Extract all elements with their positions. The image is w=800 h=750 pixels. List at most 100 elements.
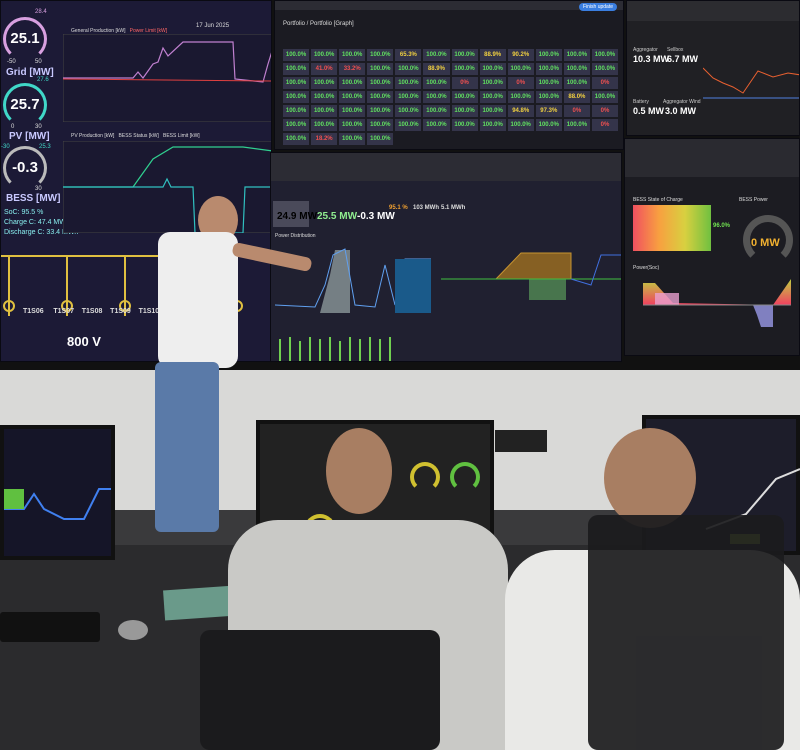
availability-cell[interactable]: 100.0% — [339, 133, 366, 145]
availability-cell[interactable]: 100.0% — [395, 63, 422, 75]
availability-cell[interactable]: 100.0% — [283, 133, 310, 145]
aggregate-label: Aggregator Wind — [663, 99, 701, 105]
availability-cell[interactable]: 100.0% — [479, 91, 506, 103]
availability-cell[interactable]: 100.0% — [563, 119, 590, 131]
mouse[interactable] — [118, 620, 148, 640]
availability-cell[interactable]: 100.0% — [339, 119, 366, 131]
availability-cell[interactable]: 100.0% — [311, 105, 338, 117]
legend-item: PV Production [kW] — [71, 133, 115, 139]
availability-cell[interactable]: 100.0% — [311, 77, 338, 89]
availability-cell[interactable]: 100.0% — [339, 77, 366, 89]
availability-cell[interactable]: 0% — [591, 77, 618, 89]
availability-cell[interactable]: 0% — [591, 105, 618, 117]
availability-cell[interactable]: 100.0% — [339, 105, 366, 117]
availability-cell[interactable]: 100.0% — [395, 119, 422, 131]
gauge-max: 30 — [35, 124, 42, 130]
availability-cell[interactable]: 100.0% — [479, 119, 506, 131]
availability-cell[interactable]: 100.0% — [591, 49, 618, 61]
availability-cell[interactable]: 100.0% — [451, 49, 478, 61]
gauge-peak: 28.4 — [35, 9, 47, 15]
availability-cell[interactable]: 100.0% — [535, 63, 562, 75]
legend-item: General Production [kW] — [71, 28, 126, 34]
availability-cell[interactable]: 0% — [591, 119, 618, 131]
transformer-label: T1S08 — [81, 308, 103, 315]
availability-cell[interactable]: 100.0% — [451, 63, 478, 75]
gauge-min-top: -30 — [1, 144, 10, 150]
chart2-legend: PV Production [kW] BESS Status [kW] BESS… — [71, 133, 200, 139]
availability-cell[interactable]: 100.0% — [367, 77, 394, 89]
grid-gauge: 25.1 — [3, 17, 47, 61]
availability-cell[interactable]: 100.0% — [311, 49, 338, 61]
availability-cell[interactable]: 100.0% — [283, 77, 310, 89]
availability-cell[interactable]: 100.0% — [283, 105, 310, 117]
availability-cell[interactable]: 100.0% — [535, 77, 562, 89]
kpi-capacity: 103 MWh — [413, 205, 440, 211]
availability-cell[interactable]: 100.0% — [311, 119, 338, 131]
availability-cell[interactable]: 100.0% — [423, 77, 450, 89]
availability-cell[interactable]: 100.0% — [339, 49, 366, 61]
availability-cell[interactable]: 100.0% — [311, 91, 338, 103]
availability-cell[interactable]: 88.9% — [479, 49, 506, 61]
availability-cell[interactable]: 100.0% — [451, 91, 478, 103]
availability-cell[interactable]: 33.2% — [339, 63, 366, 75]
availability-cell[interactable]: 94.8% — [507, 105, 534, 117]
voltage-label: 800 V — [67, 334, 101, 349]
availability-cell[interactable]: 100.0% — [283, 119, 310, 131]
availability-cell[interactable]: 97.3% — [535, 105, 562, 117]
availability-cell[interactable]: 100.0% — [451, 105, 478, 117]
gauge-value: 25.7 — [10, 96, 40, 113]
kpi-pv-power: 25.5 MW — [317, 211, 358, 222]
availability-cell[interactable]: 100.0% — [423, 119, 450, 131]
availability-cell[interactable]: 100.0% — [283, 49, 310, 61]
availability-cell[interactable]: 100.0% — [507, 119, 534, 131]
availability-cell[interactable]: 100.0% — [591, 63, 618, 75]
availability-cell[interactable]: 100.0% — [563, 77, 590, 89]
availability-cell[interactable]: 100.0% — [395, 105, 422, 117]
bar-chart — [279, 337, 391, 361]
soc-bar — [633, 205, 711, 251]
soc-value: 96.0% — [713, 223, 731, 229]
update-button[interactable]: Finish update — [578, 3, 617, 11]
power-title: BESS Power — [739, 197, 768, 203]
availability-cell[interactable]: 41.0% — [311, 63, 338, 75]
availability-cell[interactable]: 0% — [563, 105, 590, 117]
availability-cell[interactable]: 100.0% — [507, 91, 534, 103]
availability-cell[interactable]: 0% — [507, 77, 534, 89]
availability-cell[interactable]: 100.0% — [535, 91, 562, 103]
wall-vent — [495, 430, 547, 452]
availability-cell[interactable]: 100.0% — [367, 63, 394, 75]
availability-cell[interactable]: 100.0% — [507, 63, 534, 75]
availability-cell[interactable]: 100.0% — [395, 91, 422, 103]
availability-cell[interactable]: 100.0% — [367, 119, 394, 131]
availability-cell[interactable]: 100.0% — [563, 49, 590, 61]
availability-cell[interactable]: 100.0% — [423, 105, 450, 117]
availability-cell[interactable]: 90.2% — [507, 49, 534, 61]
availability-cell[interactable]: 100.0% — [283, 63, 310, 75]
availability-cell[interactable]: 100.0% — [395, 77, 422, 89]
availability-cell[interactable]: 100.0% — [423, 91, 450, 103]
availability-cell[interactable]: 100.0% — [479, 63, 506, 75]
power-gauge — [743, 215, 793, 265]
legend-item: BESS Status [kW] — [118, 133, 159, 139]
availability-cell[interactable]: 100.0% — [563, 63, 590, 75]
availability-cell[interactable]: 100.0% — [451, 119, 478, 131]
availability-cell[interactable]: 100.0% — [535, 49, 562, 61]
availability-cell[interactable]: 88.0% — [563, 91, 590, 103]
availability-cell[interactable]: 100.0% — [479, 105, 506, 117]
availability-cell[interactable]: 100.0% — [283, 91, 310, 103]
availability-cell[interactable]: 100.0% — [591, 91, 618, 103]
availability-cell[interactable]: 100.0% — [535, 119, 562, 131]
availability-cell[interactable]: 100.0% — [367, 49, 394, 61]
kpi-energy: 5.1 MWh — [441, 205, 466, 211]
availability-cell[interactable]: 100.0% — [479, 77, 506, 89]
availability-cell[interactable]: 18.2% — [311, 133, 338, 145]
availability-cell[interactable]: 100.0% — [367, 91, 394, 103]
availability-cell[interactable]: 65.3% — [395, 49, 422, 61]
availability-cell[interactable]: 100.0% — [423, 49, 450, 61]
availability-cell[interactable]: 100.0% — [339, 91, 366, 103]
availability-cell[interactable]: 88.9% — [423, 63, 450, 75]
keyboard[interactable] — [0, 612, 100, 642]
availability-cell[interactable]: 100.0% — [367, 133, 394, 145]
availability-cell[interactable]: 0% — [451, 77, 478, 89]
availability-cell[interactable]: 100.0% — [367, 105, 394, 117]
